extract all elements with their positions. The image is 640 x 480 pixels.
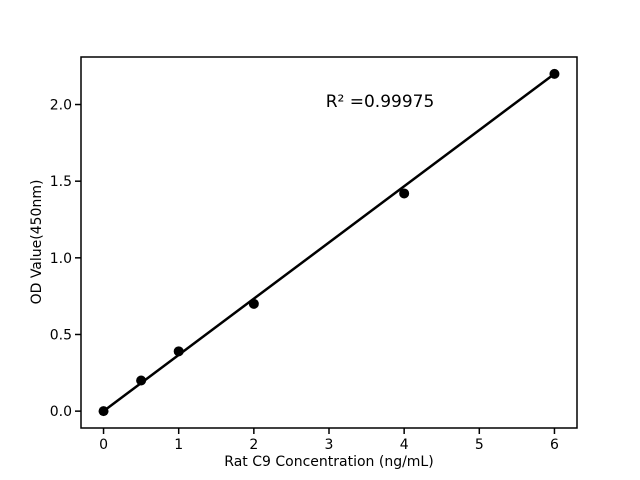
x-tick-label: 4 [400,437,409,453]
x-tick-label: 5 [475,437,484,453]
y-tick-label: 2.0 [50,98,72,114]
y-tick-label: 0.5 [50,327,72,343]
y-axis-label: OD Value(450nm) [29,179,45,305]
data-point [136,375,147,386]
y-tick-label: 1.5 [50,174,72,190]
y-tick-label: 1.0 [50,251,72,267]
x-tick-label: 3 [325,437,334,453]
data-point [399,188,410,199]
x-tick-label: 0 [99,437,108,453]
x-tick-label: 2 [249,437,258,453]
x-tick-label: 1 [174,437,183,453]
x-axis-label: Rat C9 Concentration (ng/mL) [224,454,434,470]
data-point [173,346,184,357]
y-tick-label: 0.0 [50,404,72,420]
r-squared-annotation: R² =0.99975 [325,92,435,112]
x-tick-label: 6 [550,437,559,453]
data-point [549,68,560,79]
fit-line [102,72,556,413]
data-point [98,406,109,417]
data-point [248,298,259,309]
